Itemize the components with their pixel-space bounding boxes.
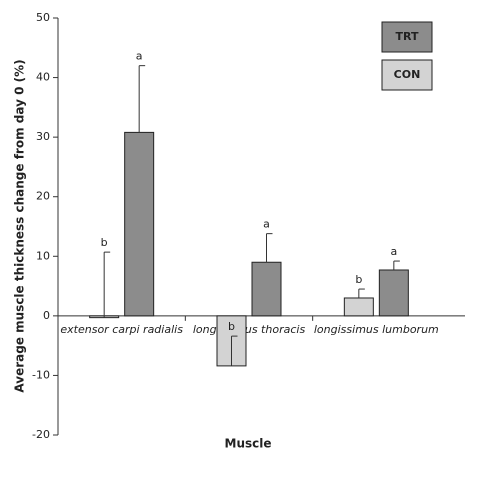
bar (124, 131, 155, 317)
significance-letter: a (136, 50, 143, 63)
significance-letter: b (228, 320, 235, 333)
y-tick-label: -10 (32, 368, 50, 381)
legend-label: CON (394, 68, 421, 81)
significance-letter: b (101, 236, 108, 249)
bar (378, 269, 409, 317)
legend-label: TRT (396, 30, 419, 43)
x-tick-label: extensor carpi radialis (60, 323, 183, 336)
legend-swatch (381, 21, 433, 53)
significance-letter: a (390, 245, 397, 258)
y-tick-label: 50 (36, 11, 50, 24)
y-tick-label: 10 (36, 249, 50, 262)
x-tick-label: longissimus thoracis (193, 323, 306, 336)
x-axis-title: Muscle (225, 437, 272, 451)
y-tick-label: 20 (36, 190, 50, 203)
y-tick-label: -20 (32, 428, 50, 441)
y-tick-label: 0 (43, 309, 50, 322)
significance-letter: a (263, 218, 270, 231)
bar (251, 261, 282, 317)
significance-letter: b (355, 273, 362, 286)
y-tick-label: 40 (36, 71, 50, 84)
y-tick-label: 30 (36, 130, 50, 143)
bar (343, 297, 374, 317)
legend-swatch (381, 59, 433, 91)
y-axis-title: Average muscle thickness change from day… (13, 59, 27, 392)
x-tick-label: longissimus lumborum (314, 323, 439, 336)
